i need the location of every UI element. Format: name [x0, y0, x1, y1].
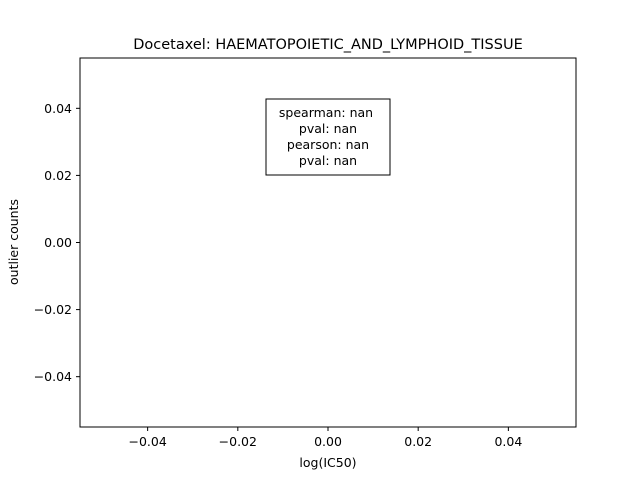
stats-line-spearman: spearman: nan [279, 105, 373, 120]
stats-annotation: spearman: nan pval: nan pearson: nan pva… [265, 98, 391, 176]
stats-annotation-box [265, 98, 391, 176]
stats-line-pearson: pearson: nan [287, 137, 369, 152]
chart-title: Docetaxel: HAEMATOPOIETIC_AND_LYMPHOID_T… [133, 37, 523, 53]
stats-line-spearman-pval: pval: nan [299, 121, 357, 136]
x-axis-label: log(IC50) [299, 455, 356, 470]
x-tick-label: 0.04 [494, 434, 522, 449]
y-tick-label: 0.04 [44, 101, 72, 116]
y-tick-label: −0.02 [34, 302, 72, 317]
x-tick-label: 0.02 [404, 434, 432, 449]
stats-line-pearson-pval: pval: nan [299, 153, 357, 168]
y-tick-label: −0.04 [34, 369, 72, 384]
y-axis-label: outlier counts [6, 199, 21, 285]
x-tick-label: 0.00 [314, 434, 342, 449]
y-tick-label: 0.00 [44, 235, 72, 250]
y-tick-label: 0.02 [44, 168, 72, 183]
x-axis: −0.04 −0.02 0.00 0.02 0.04 [128, 427, 522, 449]
x-tick-label: −0.02 [219, 434, 257, 449]
y-axis: 0.04 0.02 0.00 −0.02 −0.04 [34, 101, 80, 384]
x-tick-label: −0.04 [128, 434, 166, 449]
